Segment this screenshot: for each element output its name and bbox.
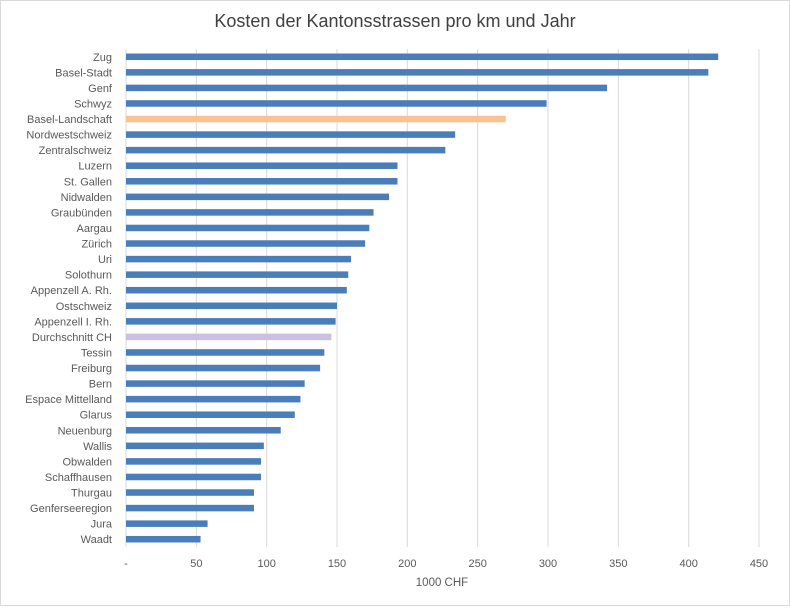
category-label: Waadt	[81, 534, 112, 546]
category-label: Jura	[91, 519, 113, 531]
bar	[126, 380, 305, 387]
category-label: Espace Mittelland	[25, 394, 112, 406]
category-label: Thurgau	[71, 488, 112, 500]
x-tick-label: 50	[190, 558, 202, 570]
x-tick-label: 150	[328, 558, 346, 570]
x-axis-title: 1000 CHF	[416, 577, 468, 589]
bar	[126, 395, 301, 403]
category-label: Schaffhausen	[45, 472, 112, 484]
x-tick-labels: - 50 100 150 200 250 300 350 400 450	[124, 558, 768, 570]
bar	[126, 535, 201, 543]
bar	[126, 162, 398, 169]
category-label: Nidwalden	[61, 192, 112, 204]
gridlines	[125, 49, 760, 547]
bar	[126, 100, 547, 107]
bar	[126, 69, 709, 76]
bar	[126, 333, 332, 341]
bar	[126, 473, 262, 481]
bar	[126, 84, 608, 92]
category-label: Glarus	[80, 410, 113, 422]
category-label: Basel-Stadt	[55, 67, 112, 79]
bar	[126, 349, 325, 356]
bar	[126, 442, 264, 450]
category-label: Genferseeregion	[30, 503, 112, 515]
bar	[126, 178, 398, 185]
bar	[126, 411, 295, 418]
category-label: Wallis	[83, 441, 112, 453]
bar	[126, 193, 390, 201]
category-label: Basel-Landschaft	[27, 114, 112, 126]
category-label: Schwyz	[74, 98, 112, 110]
bar	[126, 458, 262, 465]
category-label: Tessin	[81, 347, 112, 359]
bar	[126, 240, 366, 247]
x-tick-label: 450	[750, 558, 768, 570]
bar	[126, 146, 446, 154]
category-label: Durchschnitt CH	[32, 332, 112, 344]
category-label: Bern	[89, 379, 112, 391]
bar	[126, 364, 321, 372]
category-label: Aargau	[77, 223, 112, 235]
bar	[126, 286, 347, 294]
bar	[126, 302, 337, 310]
category-labels: Zug Basel-Stadt Genf Schwyz Basel-Landschaft…	[25, 52, 113, 546]
category-label: Obwalden	[62, 456, 112, 468]
category-label: Zentralschweiz	[39, 145, 112, 157]
bar	[126, 209, 374, 216]
category-label: Luzern	[78, 161, 112, 173]
bars	[126, 53, 719, 543]
x-tick-label: 200	[398, 558, 416, 570]
bar	[126, 520, 208, 527]
bar	[126, 53, 719, 61]
bar	[126, 271, 349, 278]
bar	[126, 115, 506, 123]
bar	[126, 427, 281, 434]
bar	[126, 489, 255, 496]
bar	[126, 255, 352, 263]
category-label: Zug	[93, 52, 112, 64]
x-tick-label: -	[124, 558, 128, 570]
category-label: Genf	[88, 83, 113, 95]
category-label: Freiburg	[71, 363, 112, 375]
category-label: Uri	[98, 254, 112, 266]
bar	[126, 318, 336, 325]
bar	[126, 224, 370, 232]
x-tick-label: 400	[679, 558, 697, 570]
category-label: Neuenburg	[58, 425, 112, 437]
x-tick-label: 100	[257, 558, 275, 570]
category-label: St. Gallen	[64, 176, 112, 188]
x-tick-label: 350	[609, 558, 627, 570]
category-label: Ostschweiz	[56, 301, 112, 313]
chart-title: Kosten der Kantonsstrassen pro km und Ja…	[214, 11, 575, 31]
category-label: Appenzell A. Rh.	[31, 285, 112, 297]
x-tick-label: 300	[539, 558, 557, 570]
x-tick-label: 250	[468, 558, 486, 570]
category-label: Graubünden	[51, 207, 112, 219]
category-label: Solothurn	[65, 270, 112, 282]
bar	[126, 131, 456, 138]
category-label: Zürich	[81, 239, 112, 251]
bar	[126, 504, 255, 512]
category-label: Appenzell I. Rh.	[34, 316, 112, 328]
category-label: Nordwestschweiz	[26, 130, 112, 142]
